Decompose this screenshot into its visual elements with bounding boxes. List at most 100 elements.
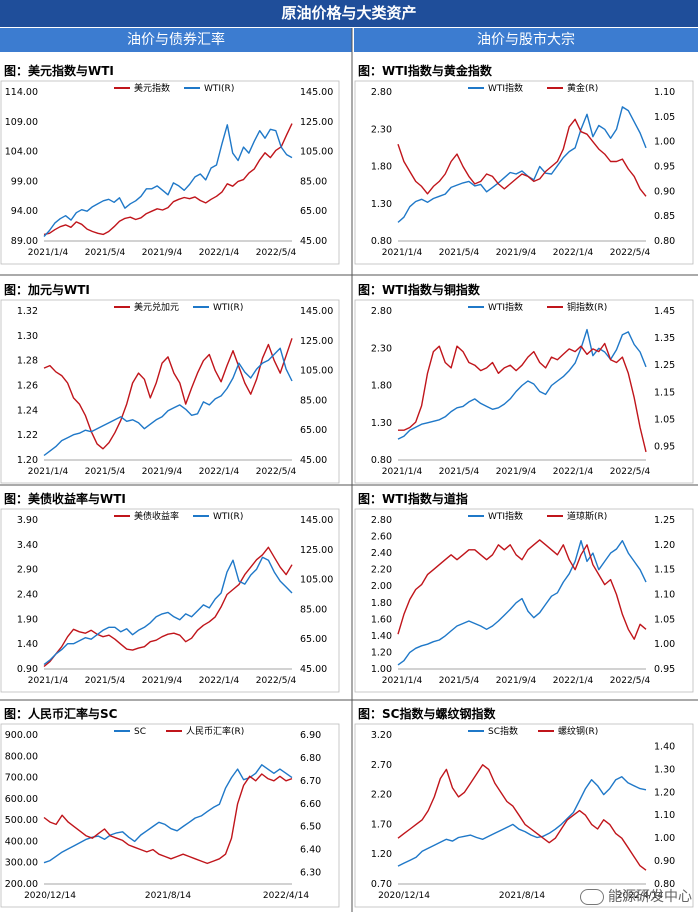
x-tick-label: 2022/1/4 <box>553 248 594 258</box>
left-tick-label: 1.30 <box>371 199 392 210</box>
chart-frame <box>0 299 340 484</box>
legend-label: SC指数 <box>488 725 518 737</box>
right-tick-label: 6.60 <box>300 799 321 810</box>
legend-label: WTI指数 <box>488 301 523 313</box>
chart-frame <box>354 723 694 908</box>
chart-c4: 0.80 1.30 1.80 2.30 2.80 0.95 1.05 1.15 1.25 1.35… <box>354 299 694 484</box>
panel-title: 图：人民币汇率与SC <box>4 707 118 721</box>
legend-item-1: WTI指数 <box>468 301 523 313</box>
left-tick-label: 2.40 <box>17 590 38 601</box>
x-tick-label: 2022/5/4 <box>256 676 297 686</box>
right-tick-label: 125.00 <box>300 545 333 556</box>
legend-item-1: WTI指数 <box>468 82 523 94</box>
series-line-2 <box>43 773 293 865</box>
legend-item-1: 美元指数 <box>114 82 170 94</box>
series-line-1 <box>43 546 293 668</box>
x-tick-label: 2021/5/4 <box>85 248 126 258</box>
left-tick-label: 300.00 <box>5 858 38 869</box>
left-tick-label: 1.80 <box>371 381 392 392</box>
left-tick-label: 1.80 <box>371 598 392 609</box>
chart-frame <box>354 80 694 265</box>
series-line-1 <box>397 540 647 666</box>
right-tick-label: 105.00 <box>300 147 333 158</box>
x-tick-label: 2021/1/4 <box>28 676 69 686</box>
right-tick-label: 145.00 <box>300 87 333 98</box>
left-tick-label: 1.90 <box>17 614 38 625</box>
left-tick-label: 700.00 <box>5 773 38 784</box>
right-tick-label: 1.05 <box>654 414 675 425</box>
left-tick-label: 1.80 <box>371 162 392 173</box>
legend-label: 美元指数 <box>134 82 170 94</box>
right-tick-label: 6.90 <box>300 730 321 741</box>
x-tick-label: 2021/8/14 <box>499 891 545 901</box>
x-tick-label: 2021/1/4 <box>28 248 69 258</box>
left-tick-label: 2.20 <box>371 790 392 801</box>
left-tick-label: 2.80 <box>371 515 392 526</box>
watermark-text: 能源研发中心 <box>608 889 692 905</box>
right-tick-label: 6.40 <box>300 845 321 856</box>
right-tick-label: 1.00 <box>654 639 675 650</box>
left-tick-label: 3.20 <box>371 730 392 741</box>
legend-label: 美元兑加元 <box>134 301 179 313</box>
legend-item-2: WTI(R) <box>193 512 243 522</box>
right-tick-label: 145.00 <box>300 306 333 317</box>
left-tick-label: 1.30 <box>371 418 392 429</box>
left-tick-label: 2.80 <box>371 87 392 98</box>
left-tick-label: 3.40 <box>17 540 38 551</box>
left-tick-label: 1.22 <box>17 430 38 441</box>
x-tick-label: 2021/9/4 <box>496 467 537 477</box>
right-tick-label: 1.20 <box>654 787 675 798</box>
left-tick-label: 1.24 <box>17 405 38 416</box>
right-tick-label: 6.30 <box>300 868 321 879</box>
left-tick-label: 500.00 <box>5 815 38 826</box>
series-line-1 <box>43 338 293 450</box>
right-tick-label: 1.10 <box>654 590 675 601</box>
legend-label: 螺纹钢(R) <box>558 725 598 737</box>
legend-label: WTI(R) <box>213 512 243 522</box>
right-tick-label: 1.30 <box>654 764 675 775</box>
watermark: 能源研发中心 <box>580 886 692 906</box>
left-tick-label: 1.70 <box>371 819 392 830</box>
left-tick-label: 400.00 <box>5 836 38 847</box>
legend-label: SC <box>134 727 146 737</box>
left-tick-label: 114.00 <box>5 87 38 98</box>
legend-item-1: SC <box>114 727 146 737</box>
x-tick-label: 2022/1/4 <box>553 467 594 477</box>
right-tick-label: 1.05 <box>654 112 675 123</box>
left-tick-label: 1.20 <box>371 849 392 860</box>
chart-c1: 89.00 94.00 99.00 104.00 109.00 114.00 45.00 65… <box>0 80 340 265</box>
right-tick-label: 65.00 <box>300 206 327 217</box>
right-tick-label: 85.00 <box>300 604 327 615</box>
left-column-header: 油价与债券汇率 <box>0 28 352 52</box>
x-tick-label: 2022/1/4 <box>553 676 594 686</box>
x-tick-label: 2021/5/4 <box>439 676 480 686</box>
legend-item-2: 螺纹钢(R) <box>538 725 598 737</box>
right-tick-label: 105.00 <box>300 575 333 586</box>
panel-title: 图：WTI指数与黄金指数 <box>358 64 492 78</box>
x-tick-label: 2021/9/4 <box>496 248 537 258</box>
chart-c6: 1.00 1.20 1.40 1.60 1.80 2.00 2.20 2.40 2.60 2.80… <box>354 508 694 693</box>
legend-label: WTI(R) <box>204 84 234 94</box>
chart-frame <box>0 508 340 693</box>
panel-title: 图：SC指数与螺纹钢指数 <box>358 707 496 721</box>
left-tick-label: 2.80 <box>371 306 392 317</box>
right-tick-label: 0.90 <box>654 856 675 867</box>
right-tick-label: 1.25 <box>654 515 675 526</box>
series-line-2 <box>397 539 647 640</box>
right-tick-label: 6.70 <box>300 776 321 787</box>
left-tick-label: 2.70 <box>371 760 392 771</box>
left-tick-label: 600.00 <box>5 794 38 805</box>
right-tick-label: 45.00 <box>300 664 327 675</box>
left-tick-label: 1.32 <box>17 306 38 317</box>
chart-c3: 1.20 1.22 1.24 1.26 1.28 1.30 1.32 45.00 65.00 85… <box>0 299 340 484</box>
left-tick-label: 3.90 <box>17 515 38 526</box>
right-tick-label: 1.45 <box>654 306 675 317</box>
legend-label: 人民币汇率(R) <box>186 725 244 737</box>
series-line-1 <box>43 123 293 236</box>
x-tick-label: 2022/5/4 <box>610 676 651 686</box>
panel-title: 图：WTI指数与铜指数 <box>358 283 480 297</box>
left-tick-label: 2.90 <box>17 565 38 576</box>
legend-item-1: SC指数 <box>468 725 518 737</box>
series-line-1 <box>397 106 647 223</box>
